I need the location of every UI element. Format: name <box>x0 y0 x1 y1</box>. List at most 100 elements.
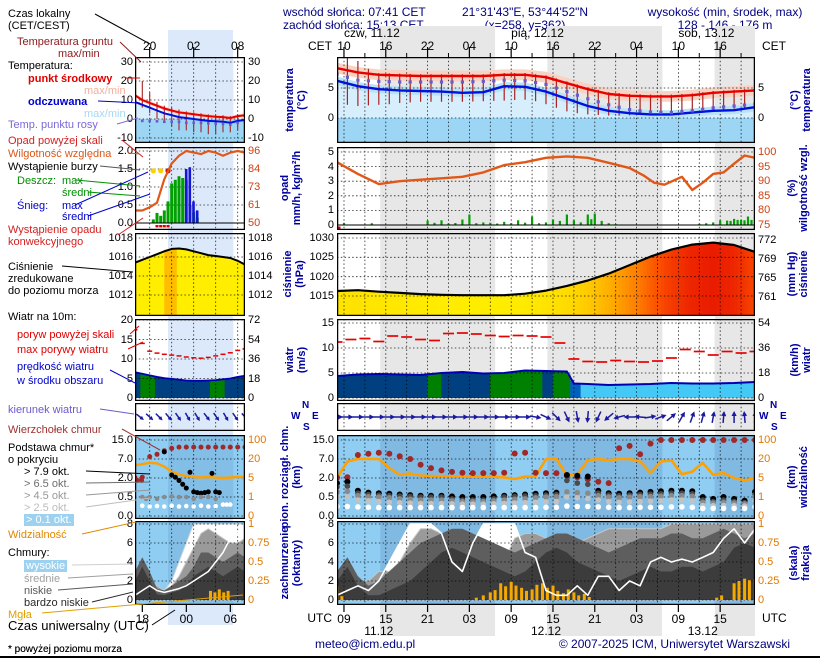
legend-label: > 2.5 okt. <box>24 502 70 514</box>
axis-tick-label: 0 <box>126 594 133 606</box>
bottom-hour-label: 03 <box>629 612 644 626</box>
axis-tick-label: 100 <box>758 434 777 446</box>
axis-tick-label: 0.5 <box>758 556 774 568</box>
axis-tick-label: -10 <box>248 132 264 144</box>
axis-tick-label: 72 <box>248 314 261 326</box>
axis-tick-label: 10 <box>321 342 334 354</box>
axis-tick-label: 18 <box>758 367 771 379</box>
axis-tick-label: 15 <box>321 317 334 329</box>
axis-tick-label: 0.25 <box>248 575 270 587</box>
axis-tick-label: 0.0 <box>318 510 334 522</box>
contact-email-link[interactable]: meteo@icm.edu.pl <box>315 637 416 651</box>
axis-tick-label: 20 <box>758 453 771 465</box>
axis-tick-label: 18 <box>248 372 261 385</box>
axis-tick-label: 85 <box>758 189 771 202</box>
legend-bottom-hour-label: 06 <box>223 612 237 626</box>
legend-label: Podstawa chmur* <box>8 442 95 454</box>
bottom-hour-label: 15 <box>546 612 560 626</box>
main-wind-direction-panel <box>337 403 755 431</box>
legend-label: Wilgotność względna <box>8 148 112 160</box>
legend-label: bardzo niskie <box>24 597 89 609</box>
legend-label: max/min <box>84 85 126 97</box>
axis-tick-label: 1 <box>248 518 255 530</box>
axis-tick-label: 1014 <box>248 270 273 282</box>
axis-tick-label: 54 <box>758 317 771 329</box>
bottom-divider <box>0 656 820 658</box>
bottom-hour-label: 09 <box>337 612 351 626</box>
main-wind-panel <box>337 319 755 401</box>
sunrise-label: wschód słońca: 07:41 CET <box>283 5 426 19</box>
axis-tick-label: 0.25 <box>758 575 780 587</box>
axis-tick-label: 75 <box>758 219 771 231</box>
axis-tick-label: 20 <box>120 314 133 326</box>
axis-tick-label: 0.75 <box>248 537 270 549</box>
axis-tick-label: 6 <box>327 537 334 549</box>
axis-tick-label: 2.0 <box>117 472 133 484</box>
axis-tick-label: 10 <box>248 94 261 106</box>
axis-tick-label: 0 <box>248 510 255 522</box>
top-hour-label: 16 <box>713 39 727 53</box>
axis-tick-label: 0.5 <box>318 491 334 503</box>
axis-tick-label: 1014 <box>108 270 133 282</box>
legend-label: o pokryciu <box>8 454 59 466</box>
top-hour-label: 10 <box>671 39 686 53</box>
axis-tick-label: 80 <box>758 204 771 217</box>
axis-tick-label: 0.5 <box>117 199 133 211</box>
axis-tick-label: 0 <box>126 392 133 404</box>
top-hour-label: 16 <box>379 39 393 53</box>
axis-tick-label: 0 <box>758 112 765 124</box>
axis-tick-label: 0 <box>758 392 765 404</box>
top-hour-label: 22 <box>420 39 435 53</box>
axis-tick-label: 5 <box>248 472 255 484</box>
legend-label: odczuwana <box>28 96 88 108</box>
height-caption: wysokość (min, środek, max) <box>647 5 803 19</box>
legend-label: do poziomu morza <box>8 285 99 297</box>
legend-bottom-ticks <box>141 605 231 612</box>
sea-level-footnote: * powyżej poziomu morza <box>8 644 122 655</box>
axis-tick-label: 0 <box>327 392 334 404</box>
legend-label: max/min <box>84 108 126 120</box>
top-hour-label: 10 <box>504 39 518 53</box>
legend-label: średnie <box>24 573 61 585</box>
legend-label: max porywy wiatru <box>17 344 109 356</box>
legend-label: Śnieg: <box>17 200 49 212</box>
utc-label-left: UTC <box>307 611 332 625</box>
axis-tick-label: 15.0 <box>312 434 334 446</box>
axis-tick-label: 20 <box>248 75 261 87</box>
axis-tick-label: 0 <box>758 510 765 522</box>
axis-tick-label: 84 <box>248 163 261 175</box>
axis-tick-label: 4 <box>126 556 133 568</box>
right-axis-title: (skala) frakcja <box>788 545 812 581</box>
legend-label: > 4.5 okt. <box>24 490 70 502</box>
compass-rose-right-s: S <box>771 422 778 433</box>
legend-label: Wystąpienie burzy <box>8 161 98 173</box>
legend-wind-panel <box>135 319 245 401</box>
legend-label: średni <box>62 211 92 223</box>
legend-label: Czas lokalny <box>8 8 71 20</box>
axis-tick-label: 2 <box>327 575 334 587</box>
date-label: 13.12 <box>687 624 718 638</box>
axis-tick-label: 0.0 <box>117 510 133 522</box>
axis-tick-label: 7.0 <box>318 453 334 465</box>
bottom-hour-label: 21 <box>588 612 602 626</box>
day-label: sob, 13.12 <box>678 26 735 40</box>
legend-label: Ciśnienie <box>8 261 54 273</box>
axis-tick-label: 0 <box>758 594 765 606</box>
axis-tick-label: 2 <box>126 575 133 587</box>
day-label: czw, 11.12 <box>343 26 400 40</box>
legend-label: konwekcyjnego <box>8 236 84 248</box>
axis-tick-label: 50 <box>248 217 261 229</box>
main-precipitation-panel <box>337 147 755 230</box>
axis-tick-label: 0 <box>248 594 255 606</box>
axis-tick-label: 100 <box>758 146 777 158</box>
legend-bottom-hour-label: 00 <box>179 612 193 626</box>
compass-rose-right-w: W <box>759 411 769 422</box>
legend-pressure-panel <box>135 233 245 316</box>
compass-rose-right-e: E <box>780 411 787 422</box>
axis-tick-label: 772 <box>758 234 777 246</box>
legend-label: > 0.1 okt. <box>24 514 74 526</box>
axis-tick-label: 5 <box>758 82 765 94</box>
axis-tick-label: 95 <box>758 160 771 173</box>
axis-tick-label: 0.75 <box>758 537 780 549</box>
axis-tick-label: 761 <box>758 291 777 303</box>
